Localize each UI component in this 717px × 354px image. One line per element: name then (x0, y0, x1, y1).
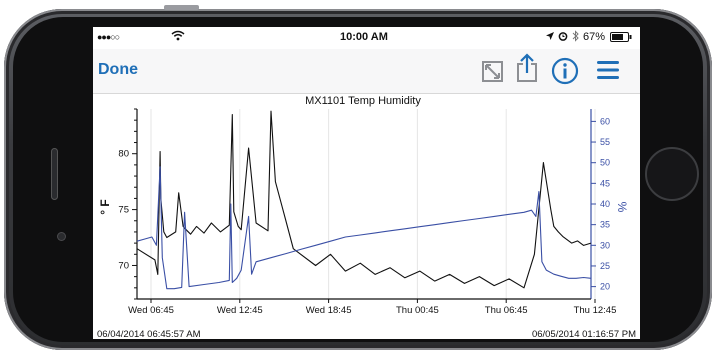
x-tick-label: Wed 06:45 (128, 305, 174, 316)
fullscreen-icon[interactable] (482, 61, 503, 87)
info-icon[interactable] (551, 57, 579, 90)
start-timestamp: 06/04/2014 06:45:57 AM (97, 329, 201, 339)
humidity-series-line (136, 166, 592, 290)
y2-tick-label: 60 (600, 116, 610, 126)
screen: ●●●○○ 10:00 AM 67% Done (93, 27, 640, 339)
y2-tick-label: 35 (600, 220, 610, 230)
x-tick-label: Thu 12:45 (574, 305, 617, 316)
front-camera (58, 233, 65, 240)
share-icon[interactable] (516, 53, 538, 88)
clock: 10:00 AM (340, 31, 388, 43)
location-icon (545, 31, 555, 44)
alarm-icon (558, 31, 568, 44)
y2-tick-label: 45 (600, 178, 610, 188)
temperature-series-line (136, 110, 592, 289)
menu-icon[interactable] (597, 60, 619, 85)
home-button[interactable] (645, 147, 699, 201)
signal-strength: ●●●○○ (97, 32, 120, 42)
x-tick-label: Wed 12:45 (217, 305, 263, 316)
status-bar: ●●●○○ 10:00 AM 67% (93, 27, 640, 49)
y2-axis-label: % (615, 202, 629, 213)
y-axis-label: ° F (98, 199, 112, 214)
chart: MX1101 Temp Humidity ° F % 06/04/2014 06… (97, 95, 636, 339)
x-tick-label: Wed 18:45 (306, 305, 352, 316)
chart-title: MX1101 Temp Humidity (305, 95, 421, 107)
end-timestamp: 06/05/2014 01:16:57 PM (532, 329, 636, 339)
battery-icon (610, 32, 632, 45)
done-button[interactable]: Done (98, 61, 138, 78)
wifi-icon (171, 30, 185, 44)
y2-tick-label: 55 (600, 137, 610, 147)
y2-tick-label: 30 (600, 240, 610, 250)
y2-tick-label: 40 (600, 199, 610, 209)
x-tick-label: Thu 06:45 (485, 305, 528, 316)
y-tick-label: 75 (118, 205, 129, 216)
x-tick-label: Thu 00:45 (396, 305, 439, 316)
top-button (164, 5, 199, 10)
y-tick-label: 70 (118, 260, 129, 271)
navigation-bar: Done (93, 49, 640, 94)
battery-percent: 67% (583, 31, 606, 43)
bluetooth-icon (572, 30, 580, 45)
y2-tick-label: 25 (600, 261, 610, 271)
y2-tick-label: 50 (600, 158, 610, 168)
speaker (51, 148, 58, 200)
y2-tick-label: 20 (600, 282, 610, 292)
y-tick-label: 80 (118, 149, 129, 160)
